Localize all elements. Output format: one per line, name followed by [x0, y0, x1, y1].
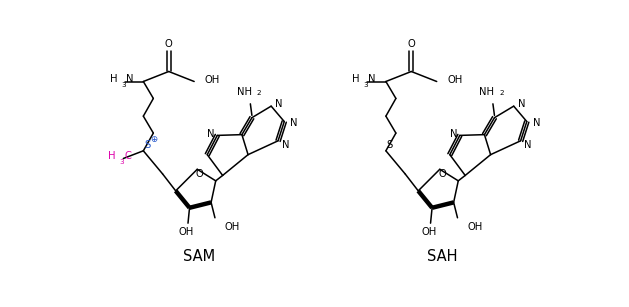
Text: OH: OH [205, 75, 220, 85]
Text: OH: OH [447, 75, 463, 85]
Text: 3: 3 [364, 82, 368, 87]
Text: H: H [108, 151, 116, 161]
Text: N: N [518, 99, 525, 109]
Text: N: N [126, 74, 133, 84]
Text: O: O [196, 169, 203, 179]
Text: N: N [291, 118, 298, 128]
Text: 3: 3 [120, 159, 124, 165]
Text: N: N [525, 140, 532, 150]
Text: N: N [533, 118, 540, 128]
Text: N: N [450, 129, 457, 139]
Text: O: O [438, 169, 446, 179]
Text: N: N [208, 129, 215, 139]
Text: N: N [368, 74, 376, 84]
Text: N: N [282, 140, 289, 150]
Text: O: O [408, 39, 415, 49]
Text: ⊕: ⊕ [150, 135, 158, 144]
Text: 2: 2 [257, 90, 261, 96]
Text: H: H [109, 74, 117, 84]
Text: 3: 3 [121, 82, 126, 87]
Text: NH: NH [237, 87, 252, 97]
Text: NH: NH [479, 87, 494, 97]
Text: SAM: SAM [184, 249, 216, 264]
Text: SAH: SAH [427, 249, 457, 264]
Text: C: C [124, 151, 131, 161]
Text: O: O [165, 39, 172, 49]
Text: N: N [275, 99, 282, 109]
Text: OH: OH [421, 227, 437, 237]
Text: H: H [352, 74, 360, 84]
Text: S: S [387, 140, 393, 150]
Text: 2: 2 [499, 90, 504, 96]
Text: S: S [144, 140, 150, 150]
Text: OH: OH [467, 222, 483, 232]
Text: OH: OH [225, 222, 240, 232]
Text: OH: OH [179, 227, 194, 237]
